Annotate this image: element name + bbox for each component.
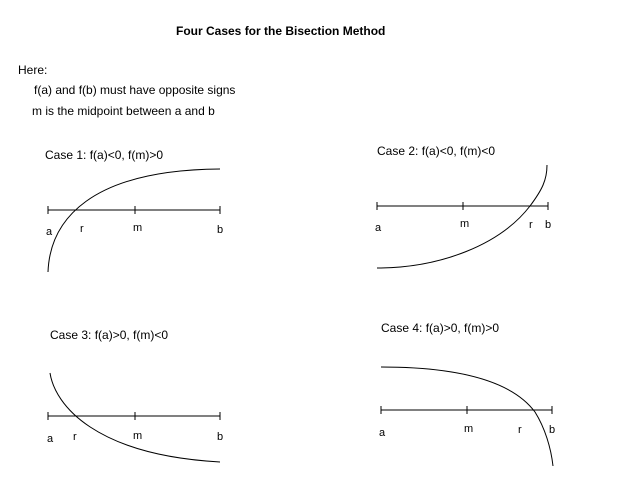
case-4-label-a: a bbox=[379, 427, 386, 439]
case-4-panel: Case 4: f(a)>0, f(m)>0 a m r b bbox=[379, 321, 555, 467]
notes-heading: Here: bbox=[18, 63, 48, 77]
case-1-curve bbox=[47, 168, 221, 273]
case-3-curve bbox=[49, 372, 221, 463]
case-4-curve bbox=[380, 366, 554, 467]
case-3-label-m: m bbox=[133, 430, 142, 442]
case-4-label-m: m bbox=[464, 423, 473, 435]
case-2-label-b: b bbox=[545, 219, 551, 231]
case-2-title: Case 2: f(a)<0, f(m)<0 bbox=[377, 144, 495, 158]
note-midpoint: m is the midpoint between a and b bbox=[32, 104, 215, 118]
page-title: Four Cases for the Bisection Method bbox=[176, 24, 386, 38]
case-2-label-m: m bbox=[460, 218, 469, 230]
case-4-label-b: b bbox=[549, 424, 555, 436]
case-3-panel: Case 3: f(a)>0, f(m)<0 a r m b bbox=[47, 328, 223, 463]
case-4-label-r: r bbox=[518, 424, 522, 436]
note-opposite-signs: f(a) and f(b) must have opposite signs bbox=[34, 83, 236, 97]
case-1-title: Case 1: f(a)<0, f(m)>0 bbox=[45, 148, 163, 162]
case-3-title: Case 3: f(a)>0, f(m)<0 bbox=[50, 328, 168, 342]
case-4-title: Case 4: f(a)>0, f(m)>0 bbox=[381, 321, 499, 335]
case-2-panel: Case 2: f(a)<0, f(m)<0 a m r b bbox=[375, 144, 551, 269]
case-3-label-r: r bbox=[73, 431, 77, 443]
case-1-label-a: a bbox=[46, 226, 53, 238]
case-1-label-m: m bbox=[133, 222, 142, 234]
case-1-panel: Case 1: f(a)<0, f(m)>0 a r m b bbox=[45, 148, 223, 273]
case-3-label-a: a bbox=[47, 433, 54, 445]
case-3-label-b: b bbox=[217, 431, 223, 443]
case-2-label-r: r bbox=[529, 219, 533, 231]
case-2-curve bbox=[376, 164, 548, 269]
case-2-label-a: a bbox=[375, 222, 382, 234]
case-1-label-b: b bbox=[217, 224, 223, 236]
case-1-label-r: r bbox=[80, 223, 84, 235]
